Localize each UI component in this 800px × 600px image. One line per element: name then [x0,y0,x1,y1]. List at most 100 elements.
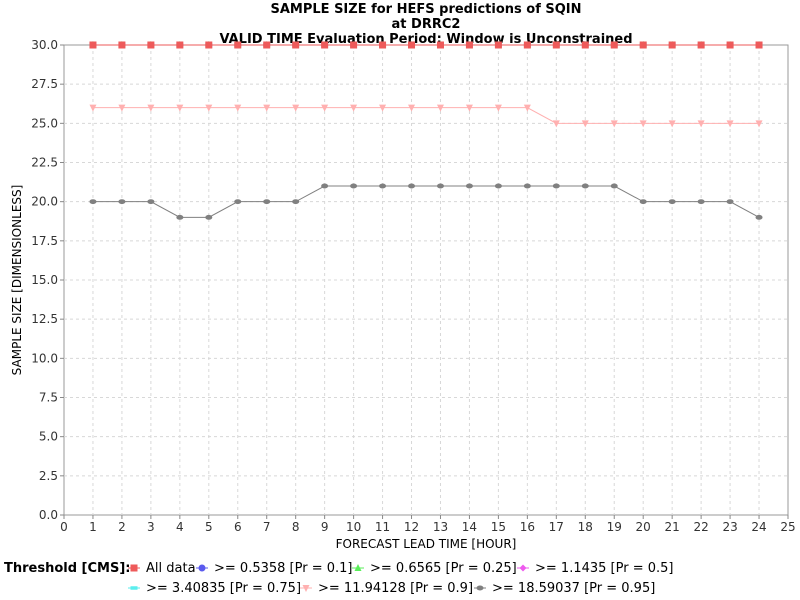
data-point [89,41,97,49]
data-point [668,120,676,128]
x-tick-label: 19 [607,520,622,534]
chart-title-line: SAMPLE SIZE for HEFS predictions of SQIN [270,2,581,17]
legend-item: >= 0.6565 [Pr = 0.25] [352,561,517,576]
data-point [263,199,271,205]
x-tick-label: 21 [665,520,680,534]
legend-label: All data [146,561,196,576]
x-tick-label: 23 [722,520,737,534]
legend-marker [354,564,362,571]
data-point [89,104,97,112]
data-point [205,104,213,112]
data-point [523,104,531,112]
x-tick-label: 5 [205,520,213,534]
x-tick-label: 7 [263,520,271,534]
x-tick-label: 22 [693,520,708,534]
data-point [581,120,589,128]
data-point [408,41,416,49]
x-tick-label: 3 [147,520,155,534]
legend-label: >= 11.94128 [Pr = 0.9] [318,581,473,596]
data-point [176,104,184,112]
data-point [379,104,387,112]
x-tick-label: 10 [346,520,361,534]
data-point [321,41,329,49]
data-point [147,104,155,112]
y-tick-label: 27.5 [31,77,58,91]
legend-marker [130,564,138,572]
x-tick-label: 12 [404,520,419,534]
x-tick-label: 6 [234,520,242,534]
data-point [292,41,300,49]
series-line [92,107,760,124]
data-point [292,104,300,112]
data-point [234,104,242,112]
legend-item: >= 3.40835 [Pr = 0.75] [128,581,301,596]
x-tick-label: 14 [462,520,477,534]
legend-marker [130,586,138,590]
data-point [263,104,271,112]
x-tick-label: 24 [751,520,766,534]
y-tick-label: 12.5 [31,312,58,326]
data-point [494,104,502,112]
data-point [610,120,618,128]
data-point [465,183,473,189]
data-point [118,104,126,112]
data-point [350,41,358,49]
data-point [523,41,531,49]
series-line [92,185,760,218]
series-6 [89,183,763,220]
legend-marker [476,585,484,591]
x-tick-label: 1 [89,520,97,534]
chart-title-line: at DRRC2 [392,17,461,32]
data-point [639,41,647,49]
data-point [89,199,97,205]
x-tick-label: 17 [549,520,564,534]
data-point [697,199,705,205]
data-point [408,104,416,112]
y-tick-label: 2.5 [39,469,58,483]
data-point [639,199,647,205]
data-point [668,199,676,205]
data-point [465,104,473,112]
data-point [234,41,242,49]
data-point [697,41,705,49]
series-layer [89,41,763,220]
data-point [755,120,763,128]
y-tick-label: 5.0 [39,430,58,444]
data-point [436,183,444,189]
legend: Threshold [CMS]: All data >= 0.5358 [Pr = … [4,561,673,596]
y-tick-label: 10.0 [31,351,58,365]
x-tick-label: 16 [520,520,535,534]
x-tick-label: 8 [292,520,300,534]
x-tick-label: 25 [780,520,795,534]
x-tick-label: 20 [636,520,651,534]
data-point [176,41,184,49]
data-point [205,41,213,49]
legend-label: >= 18.59037 [Pr = 0.95] [492,581,655,596]
data-point [408,183,416,189]
data-point [610,41,618,49]
x-tick-label: 0 [60,520,68,534]
data-point [755,214,763,220]
data-point [436,41,444,49]
y-tick-label: 0.0 [39,508,58,522]
y-tick-label: 7.5 [39,391,58,405]
y-axis-ticks: 0.0 2.5 5.0 7.5 10.0 12.5 15.0 17.5 20.0 22.5 25.0… [31,38,64,522]
data-point [465,41,473,49]
legend-item: >= 1.1435 [Pr = 0.5] [517,561,673,576]
legend-label: >= 0.6565 [Pr = 0.25] [370,561,517,576]
data-point [379,41,387,49]
legend-title: Threshold [CMS]: [4,561,130,576]
data-point [552,183,560,189]
y-tick-label: 15.0 [31,273,58,287]
series-5 [89,104,763,128]
series-0 [89,41,763,49]
y-axis-label: SAMPLE SIZE [DIMENSIONLESS] [10,185,24,376]
legend-item: >= 11.94128 [Pr = 0.9] [300,581,473,596]
data-point [523,183,531,189]
data-point [581,41,589,49]
data-point [552,41,560,49]
x-tick-label: 11 [375,520,390,534]
legend-item: >= 18.59037 [Pr = 0.95] [474,581,655,596]
